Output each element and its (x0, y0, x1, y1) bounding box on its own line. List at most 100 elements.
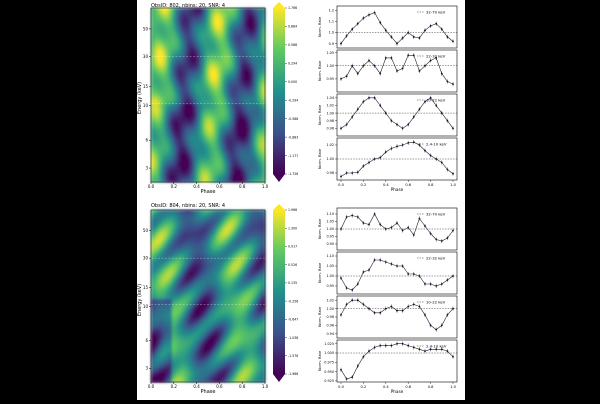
heatmap-cell (202, 62, 206, 66)
heatmap-cell (244, 317, 248, 320)
heatmap-cell (226, 98, 230, 102)
heatmap-cell (163, 225, 167, 228)
heatmap-cell (241, 263, 245, 266)
heatmap-cell (217, 65, 221, 69)
heatmap-cell (154, 263, 158, 266)
heatmap-cell (220, 266, 224, 269)
heatmap-cell (187, 290, 191, 293)
heatmap-cell (211, 287, 215, 290)
heatmap-cell (178, 281, 182, 284)
heatmap-cell (205, 125, 209, 129)
heatmap-cell (217, 137, 221, 141)
heatmap-cell (220, 254, 224, 257)
heatmap-cell (220, 110, 224, 114)
heatmap-cell (238, 346, 242, 349)
heatmap-cell (220, 65, 224, 69)
heatmap-cell (181, 355, 185, 358)
heatmap-cell (199, 14, 203, 18)
heatmap-cell (220, 20, 224, 24)
heatmap-cell (205, 219, 209, 222)
heatmap-cell (163, 41, 167, 45)
heatmap-cell (229, 92, 233, 96)
heatmap-cell (199, 128, 203, 132)
heatmap-cell (169, 222, 173, 225)
heatmap-cell (166, 367, 170, 370)
heatmap-cell (214, 107, 218, 111)
heatmap-cell (193, 213, 197, 216)
heatmap-cell (181, 370, 185, 373)
heatmap-cell (256, 134, 260, 138)
heatmap-cell (256, 74, 260, 78)
heatmap-cell (151, 164, 155, 168)
heatmap-cell (184, 278, 188, 281)
heatmap-cell (235, 326, 239, 329)
heatmap-cell (232, 11, 236, 15)
heatmap-cell (208, 249, 212, 252)
heatmap-cell (220, 249, 224, 252)
heatmap-cell (214, 47, 218, 51)
heatmap-cell (217, 173, 221, 177)
heatmap-cell (190, 104, 194, 108)
heatmap-cell (250, 125, 254, 129)
heatmap-cell (205, 216, 209, 219)
heatmap-cell (163, 296, 167, 299)
heatmap-cell (193, 128, 197, 132)
data-point (447, 36, 449, 38)
heatmap-cell (190, 62, 194, 66)
heatmap-cell (247, 137, 251, 141)
heatmap-cell (232, 83, 236, 87)
heatmap-cell (244, 32, 248, 36)
heatmap-cell (238, 41, 242, 45)
heatmap-cell (199, 252, 203, 255)
heatmap-cell (241, 370, 245, 373)
heatmap-cell (184, 83, 188, 87)
heatmap-cell (178, 125, 182, 129)
heatmap-cell (151, 35, 155, 39)
heatmap-cell (160, 86, 164, 90)
heatmap-cell (238, 367, 242, 370)
heatmap-cell (208, 173, 212, 177)
heatmap-cell (175, 74, 179, 78)
heatmap-cell (223, 243, 227, 246)
heatmap-cell (169, 20, 173, 24)
heatmap-cell (226, 74, 230, 78)
heatmap-cell (202, 26, 206, 30)
heatmap-cell (229, 314, 233, 317)
heatmap-cell (223, 240, 227, 243)
heatmap-cell (259, 128, 263, 132)
heatmap-cell (238, 213, 242, 216)
heatmap-cell (157, 122, 161, 126)
heatmap-cell (250, 299, 254, 302)
heatmap-cell (220, 260, 224, 263)
heatmap-cell (229, 338, 233, 341)
heatmap-cell (223, 329, 227, 332)
heatmap-cell (199, 53, 203, 57)
heatmap-cell (160, 281, 164, 284)
heatmap-cell (223, 311, 227, 314)
heatmap-cell (250, 8, 254, 12)
heatmap-cell (235, 352, 239, 355)
heatmap-cell (193, 210, 197, 213)
heatmap-cell (190, 216, 194, 219)
heatmap-cell (253, 302, 257, 305)
heatmap-cell (229, 246, 233, 249)
heatmap-cell (166, 246, 170, 249)
heatmap-cell (250, 167, 254, 171)
heatmap-cell (205, 296, 209, 299)
heatmap-cell (160, 143, 164, 147)
heatmap-cell (196, 170, 200, 174)
heatmap-cell (241, 216, 245, 219)
heatmap-cell (178, 98, 182, 102)
heatmap-cell (250, 83, 254, 87)
heatmap-cell (190, 155, 194, 159)
heatmap-cell (241, 299, 245, 302)
heatmap-cell (154, 243, 158, 246)
heatmap-cell (205, 332, 209, 335)
heatmap-cell (193, 317, 197, 320)
heatmap-cell (205, 272, 209, 275)
heatmap-cell (157, 167, 161, 171)
heatmap-cell (229, 83, 233, 87)
heatmap-cell (166, 167, 170, 171)
heatmap-cell (169, 92, 173, 96)
heatmap-cell (202, 53, 206, 57)
